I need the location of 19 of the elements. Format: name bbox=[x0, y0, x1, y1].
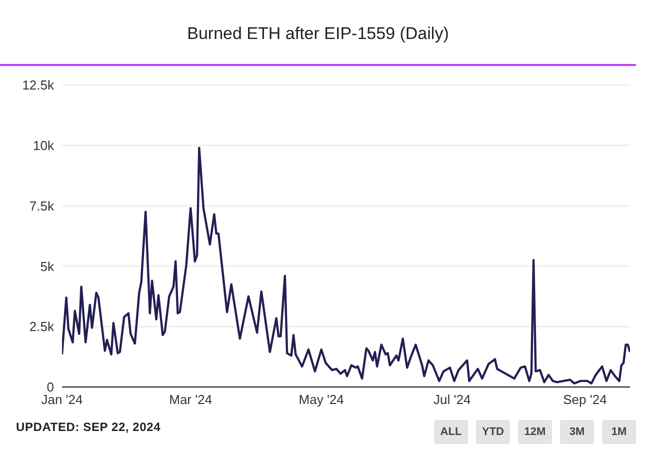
x-tick-label: Sep '24 bbox=[563, 392, 607, 408]
y-tick-label: 2.5k bbox=[29, 319, 54, 334]
range-button[interactable]: 12M bbox=[518, 420, 552, 444]
y-tick-label: 5k bbox=[40, 258, 54, 274]
text: UPDATED: SEP 22, 2024 bbox=[16, 420, 161, 434]
range-button[interactable]: ALL bbox=[434, 420, 468, 444]
range-button[interactable]: 1M bbox=[602, 420, 636, 444]
y-tick-label: 12.5k bbox=[22, 78, 54, 93]
y-tick-label: 7.5k bbox=[29, 198, 54, 214]
y-tick-label: 0 bbox=[46, 380, 54, 395]
range-button[interactable]: 3M bbox=[560, 420, 594, 444]
chart-title: Burned ETH after EIP-1559 (Daily) bbox=[186, 24, 450, 44]
x-tick-label: Jan '24 bbox=[41, 392, 83, 408]
range-button[interactable]: YTD bbox=[476, 420, 510, 444]
y-tick-label: 10k bbox=[33, 138, 54, 154]
x-tick-label: May '24 bbox=[298, 392, 344, 408]
line-series bbox=[62, 146, 630, 384]
x-tick-label: Mar '24 bbox=[169, 392, 212, 408]
x-tick-label: Jul '24 bbox=[434, 392, 471, 408]
